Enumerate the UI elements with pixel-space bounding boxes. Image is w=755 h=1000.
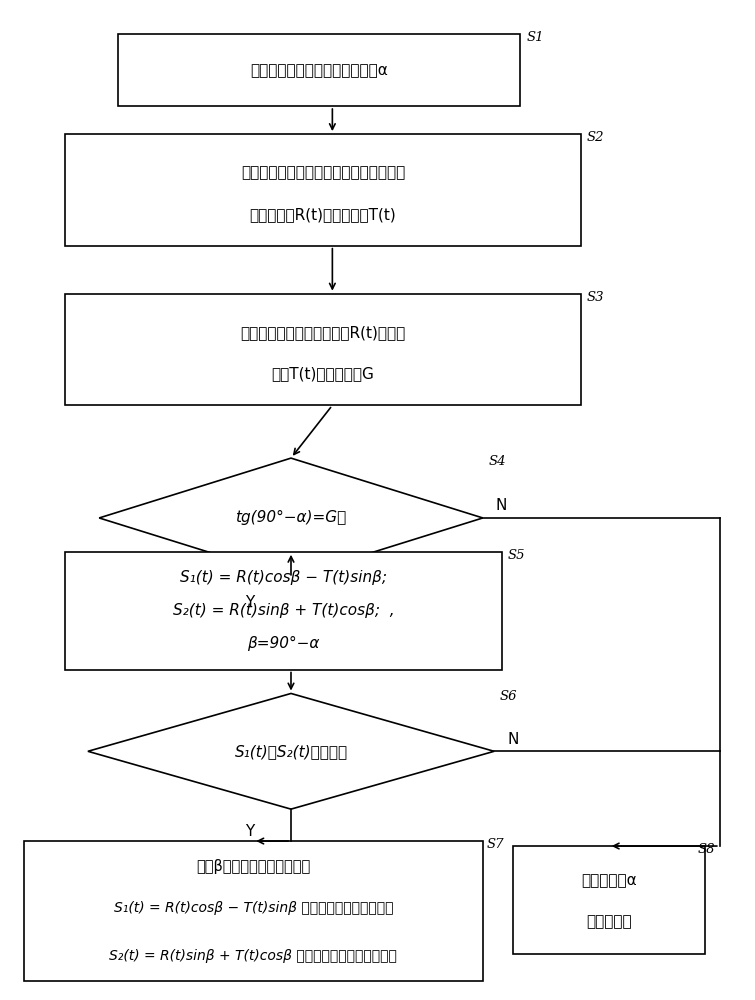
Bar: [66, 134, 581, 246]
Text: tg(90°−α)=G？: tg(90°−α)=G？: [236, 510, 347, 525]
Polygon shape: [99, 458, 482, 578]
Text: S2: S2: [587, 131, 604, 144]
Polygon shape: [88, 693, 494, 809]
Text: S₁(t) = R(t)cosβ − T(t)sinβ 为分离后的快波表达式；: S₁(t) = R(t)cosβ − T(t)sinβ 为分离后的快波表达式；: [114, 901, 393, 915]
Text: N: N: [496, 498, 507, 513]
Text: 对旋转角度α: 对旋转角度α: [581, 873, 636, 888]
Text: Y: Y: [245, 824, 254, 839]
Text: N: N: [507, 732, 519, 747]
Text: 获取采集到的所述径向分量R(t)和横向: 获取采集到的所述径向分量R(t)和横向: [240, 325, 405, 340]
Text: β=90°−α: β=90°−α: [248, 636, 319, 651]
Text: S8: S8: [697, 843, 715, 856]
Text: S₁(t) = R(t)cosβ − T(t)sinβ;: S₁(t) = R(t)cosβ − T(t)sinβ;: [180, 570, 387, 585]
Bar: [66, 294, 581, 405]
Text: S1: S1: [526, 31, 544, 44]
Text: S6: S6: [500, 690, 518, 703]
Text: S7: S7: [486, 838, 504, 851]
Bar: [66, 552, 501, 670]
Text: S₂(t) = R(t)sinβ + T(t)cosβ;  ,: S₂(t) = R(t)sinβ + T(t)cosβ; ,: [173, 603, 394, 618]
Bar: [118, 34, 520, 106]
Text: 以旋转后的采集坐标系为基准，采集横波: 以旋转后的采集坐标系为基准，采集横波: [241, 166, 405, 181]
Text: Y: Y: [245, 595, 254, 610]
Text: 进行调整，: 进行调整，: [586, 914, 632, 929]
Text: 判定β为快波的偏振方位角；: 判定β为快波的偏振方位角；: [196, 859, 310, 874]
Text: S₁(t)比S₂(t)速度快？: S₁(t)比S₂(t)速度快？: [235, 744, 347, 759]
Bar: [24, 841, 482, 981]
Text: 分量T(t)的能量比值G: 分量T(t)的能量比值G: [272, 366, 374, 381]
Text: S4: S4: [488, 455, 507, 468]
Text: 旋转采集坐标系，其旋转角度为α: 旋转采集坐标系，其旋转角度为α: [250, 63, 388, 78]
Bar: [513, 846, 704, 954]
Text: S5: S5: [507, 549, 525, 562]
Text: S₂(t) = R(t)sinβ + T(t)cosβ 为分离后的慢波表达式。，: S₂(t) = R(t)sinβ + T(t)cosβ 为分离后的慢波表达式。，: [109, 949, 397, 963]
Text: S3: S3: [587, 291, 604, 304]
Text: 的径向分量R(t)和横向分量T(t): 的径向分量R(t)和横向分量T(t): [250, 207, 396, 222]
